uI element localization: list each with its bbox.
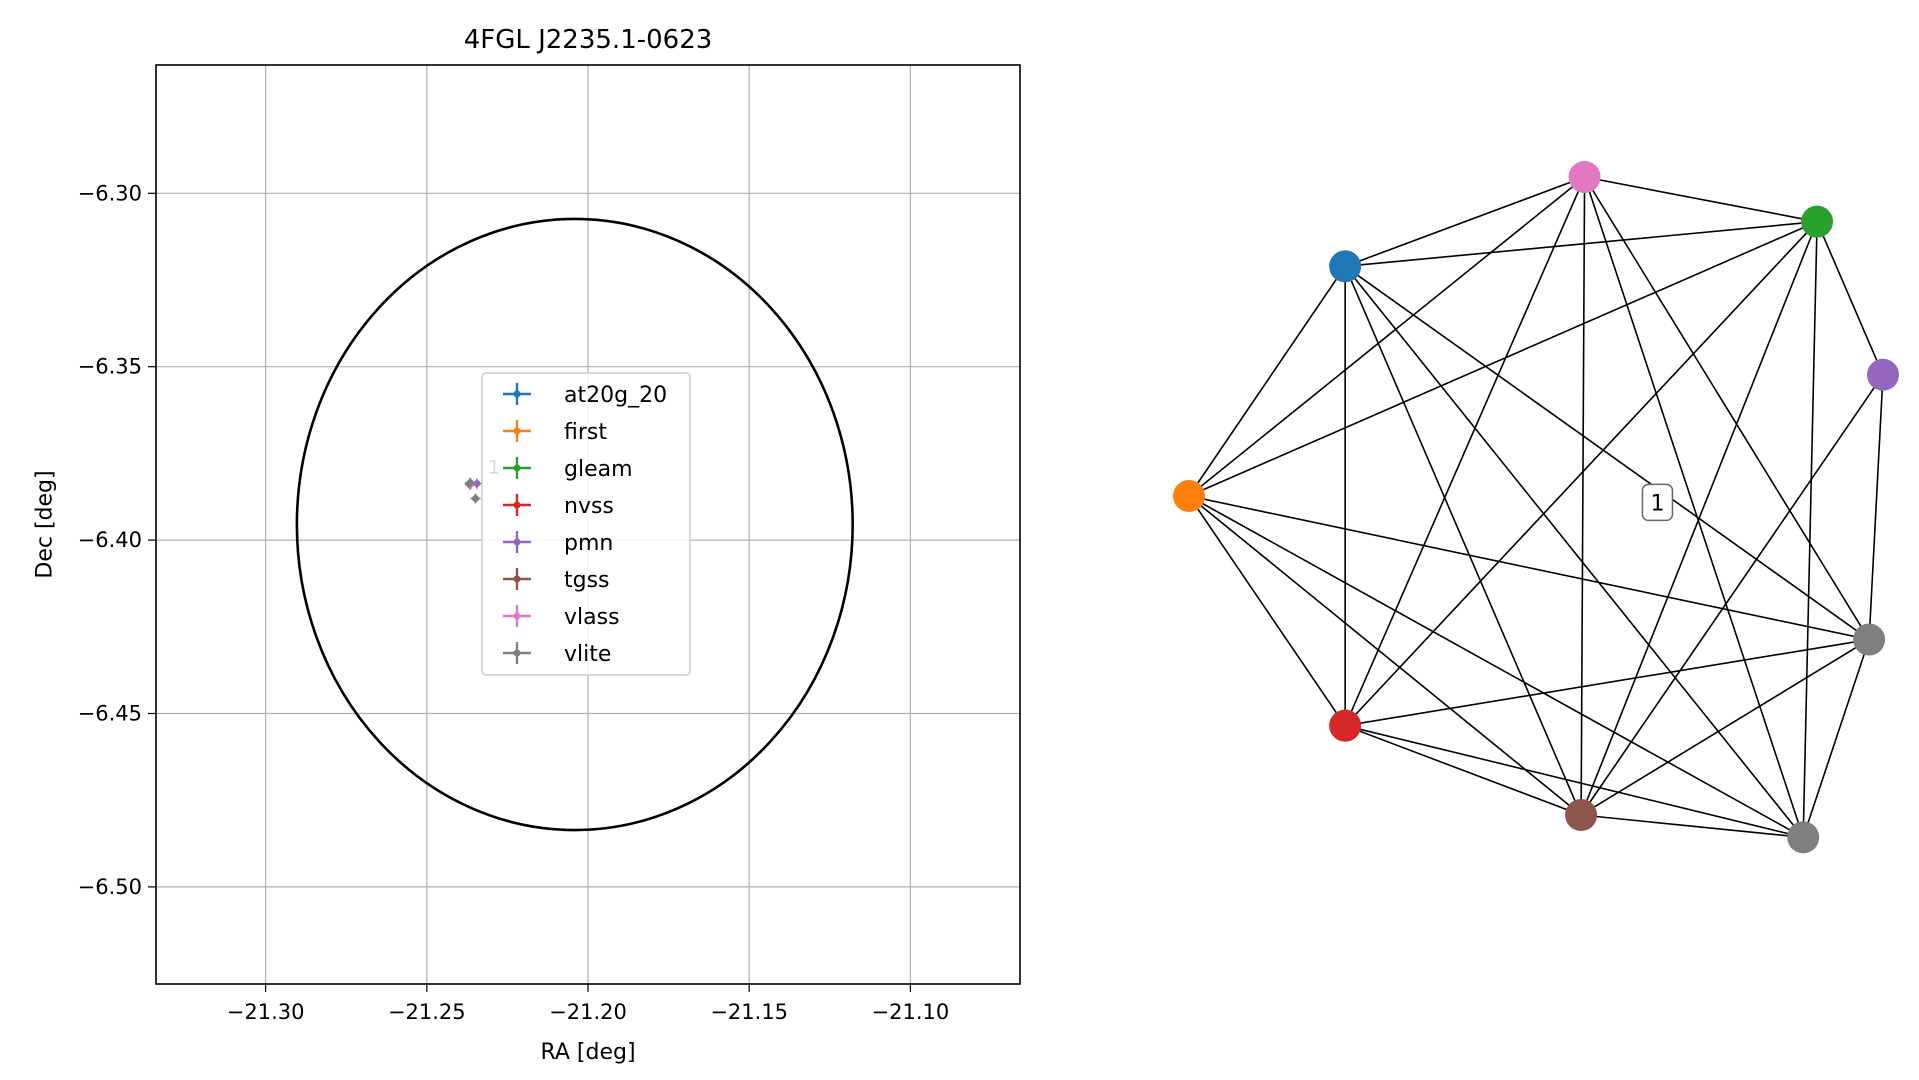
legend-item-vlass: vlass <box>503 605 620 630</box>
uncertainty-ellipse-layer <box>295 217 854 832</box>
edge-pmn-vlite_a <box>1868 374 1884 640</box>
legend-item-gleam: gleam <box>503 457 633 482</box>
edge-at20g_20-vlite_a <box>1344 265 1870 641</box>
legend-item-first: first <box>503 420 607 445</box>
edge-nvss-vlite_a <box>1345 638 1870 727</box>
x-tick-label: −21.15 <box>710 1000 788 1024</box>
edge-first-nvss <box>1188 495 1346 727</box>
edge-tgss-vlite_a <box>1580 638 1870 816</box>
edge-at20g_20-vlite_b <box>1344 265 1804 838</box>
x-tick-label: −21.20 <box>549 1000 627 1024</box>
node-at20g_20 <box>1329 250 1362 283</box>
edge-vlass-vlite_b <box>1583 176 1804 838</box>
y-tick-label: −6.35 <box>78 355 142 379</box>
legend-item-vlite: vlite <box>503 642 611 667</box>
x-axis-ticks: −21.30 −21.25 −21.20 −21.15 −21.10 <box>227 984 949 1024</box>
legend-label: vlite <box>564 642 611 667</box>
node-vlite_a <box>1853 623 1886 656</box>
node-vlass <box>1568 161 1601 193</box>
legend-item-pmn: pmn <box>503 531 613 556</box>
edge-tgss-vlite_b <box>1581 814 1804 839</box>
edge-gleam-first <box>1188 220 1818 497</box>
point-vlite <box>470 493 481 504</box>
legend-label: tgss <box>564 568 610 593</box>
legend-item-nvss: nvss <box>503 494 614 519</box>
legend-item-tgss: tgss <box>503 568 610 593</box>
graph-label-text: 1 <box>1650 491 1664 516</box>
y-axis-ticks: −6.30 −6.35 −6.40 −6.45 −6.50 <box>78 181 156 899</box>
edge-first-tgss <box>1188 495 1582 816</box>
edge-gleam-pmn <box>1816 221 1884 376</box>
y-tick-label: −6.30 <box>78 181 142 205</box>
edge-at20g_20-tgss <box>1344 266 1582 816</box>
edge-first-vlite_a <box>1188 495 1870 641</box>
legend-item-at20g_20: at20g_20 <box>503 383 667 408</box>
edge-nvss-tgss <box>1344 724 1582 816</box>
edge-gleam-at20g_20 <box>1345 220 1818 268</box>
plot-title: 4FGL J2235.1-0623 <box>464 25 713 55</box>
edge-at20g_20-first <box>1188 265 1346 497</box>
edge-vlass-tgss <box>1580 176 1586 816</box>
edge-nvss-vlite_b <box>1344 724 1804 839</box>
edge-vlass-first <box>1188 176 1586 497</box>
legend-label: vlass <box>564 605 620 630</box>
node-vlite_b <box>1787 821 1820 854</box>
node-gleam <box>1801 205 1834 238</box>
edge-vlass-vlite_a <box>1583 176 1870 640</box>
uncertainty-ellipse <box>295 217 854 832</box>
edge-gleam-vlite_b <box>1802 221 1818 838</box>
scatter-plot: 1 −21.30−21.25−21.20−21.15−21.10 −6.30−6… <box>33 25 1021 1065</box>
y-tick-label: −6.50 <box>78 875 142 899</box>
node-pmn <box>1867 358 1899 391</box>
edge-gleam-nvss <box>1344 221 1818 727</box>
legend-label: nvss <box>564 494 614 519</box>
x-axis-label: RA [deg] <box>540 1040 635 1065</box>
legend-label: first <box>564 420 607 445</box>
edge-vlass-gleam <box>1584 176 1818 223</box>
edge-vlite_a-vlite_b <box>1802 639 1870 838</box>
node-tgss <box>1565 799 1598 831</box>
x-tick-label: −21.25 <box>388 1000 466 1024</box>
point-vlite <box>464 478 475 489</box>
graph-label-frame <box>1641 483 1674 522</box>
edge-pmn-tgss <box>1580 374 1884 816</box>
y-tick-label: −6.40 <box>78 528 142 552</box>
graph-label-box: 1 <box>1641 483 1674 522</box>
edge-vlass-nvss <box>1344 176 1586 726</box>
graph-edges <box>1188 176 1884 839</box>
legend-label: gleam <box>564 457 633 482</box>
node-nvss <box>1329 709 1362 742</box>
graph-nodes <box>1173 161 1899 854</box>
x-tick-label: −21.30 <box>227 1000 305 1024</box>
point-pmn <box>471 478 482 489</box>
node-first <box>1173 480 1205 512</box>
source-points <box>464 477 482 504</box>
edge-vlass-at20g_20 <box>1344 176 1585 268</box>
legend-frame <box>481 372 691 676</box>
network-graph: 1 <box>1173 161 1899 854</box>
y-tick-label: −6.45 <box>78 702 142 726</box>
x-tick-label: −21.10 <box>872 1000 950 1024</box>
legend-label: at20g_20 <box>564 383 667 408</box>
edge-first-vlite_b <box>1188 495 1804 839</box>
legend-label: pmn <box>564 531 613 556</box>
y-axis-label: Dec [deg] <box>33 470 58 578</box>
